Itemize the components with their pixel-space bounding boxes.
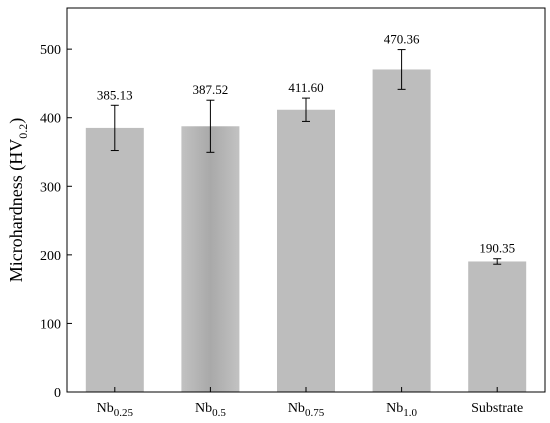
data-label: 387.52 (193, 82, 229, 97)
y-tick-label: 100 (40, 317, 61, 332)
x-tick-label: Nb0.75 (288, 401, 325, 419)
bar (85, 127, 144, 392)
data-label: 190.35 (479, 241, 515, 256)
bar (181, 126, 240, 392)
plot-frame (66, 7, 546, 393)
bar (277, 109, 335, 392)
y-axis-title-main: Microhardness (HV (6, 139, 27, 282)
y-tick-label: 0 (54, 386, 61, 401)
y-tick-label: 200 (40, 249, 61, 264)
y-axis-title: Microhardness (HV0.2) (6, 118, 30, 282)
x-tick-label: Nb0.25 (97, 401, 134, 419)
y-tick-label: 500 (40, 43, 61, 58)
bar (468, 261, 527, 392)
data-label: 385.13 (97, 87, 133, 102)
y-tick-label: 300 (40, 180, 61, 195)
x-tick-label: Substrate (471, 401, 523, 416)
y-tick-label: 400 (40, 112, 61, 127)
y-axis-title-close: ) (6, 118, 27, 124)
data-label: 470.36 (384, 32, 420, 47)
data-label: 411.60 (288, 80, 323, 95)
x-tick-label: Nb1.0 (386, 401, 417, 419)
y-axis-title-sub: 0.2 (16, 124, 30, 139)
x-tick-label: Nb0.5 (195, 401, 226, 419)
plot-area: 0 100 200 300 400 500 385.13 Nb0.25 387.52 Nb0.5 4… (40, 32, 527, 419)
bar (372, 69, 431, 392)
